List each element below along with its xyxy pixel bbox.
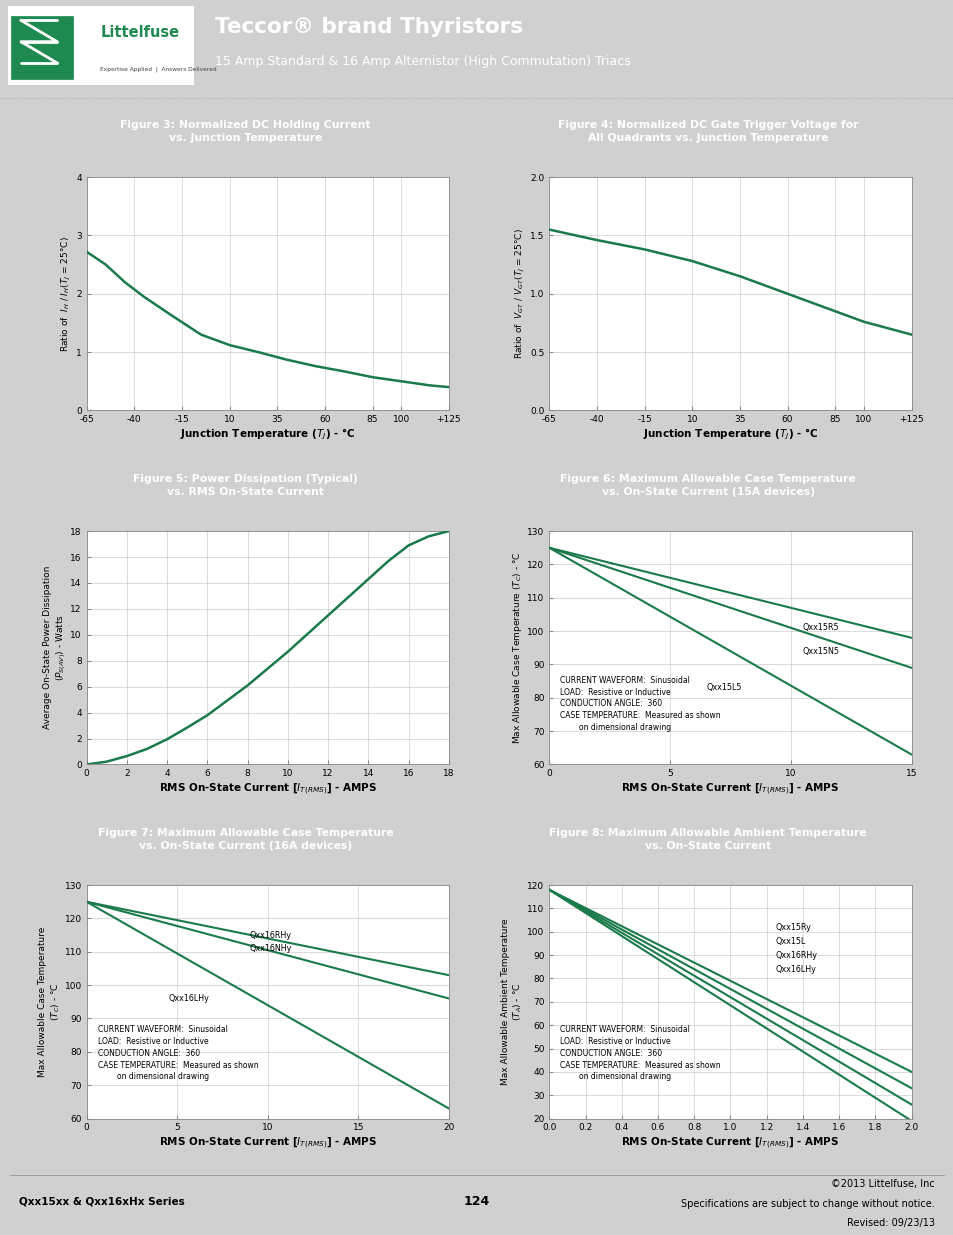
Text: Qxx15L: Qxx15L xyxy=(775,936,805,946)
Text: Qxx15N5: Qxx15N5 xyxy=(802,647,839,656)
Text: Figure 3: Normalized DC Holding Current
vs. Junction Temperature: Figure 3: Normalized DC Holding Current … xyxy=(120,120,371,143)
Text: ©2013 Littelfuse, Inc: ©2013 Littelfuse, Inc xyxy=(830,1179,934,1189)
Text: Figure 4: Normalized DC Gate Trigger Voltage for
All Quadrants vs. Junction Temp: Figure 4: Normalized DC Gate Trigger Vol… xyxy=(558,120,858,143)
Text: Figure 6: Maximum Allowable Case Temperature
vs. On-State Current (15A devices): Figure 6: Maximum Allowable Case Tempera… xyxy=(559,474,856,496)
Text: CURRENT WAVEFORM:  Sinusoidal
LOAD:  Resistive or Inductive
CONDUCTION ANGLE:  3: CURRENT WAVEFORM: Sinusoidal LOAD: Resis… xyxy=(97,1025,258,1082)
Y-axis label: Ratio of  $I_H$ / $I_H$($T_J$ = 25°C): Ratio of $I_H$ / $I_H$($T_J$ = 25°C) xyxy=(60,236,73,352)
Text: Teccor® brand Thyristors: Teccor® brand Thyristors xyxy=(214,16,522,37)
Text: 124: 124 xyxy=(463,1194,490,1208)
Y-axis label: Max Allowable Case Temperature
($T_C$) - °C: Max Allowable Case Temperature ($T_C$) -… xyxy=(38,926,62,1077)
Text: Figure 5: Power Dissipation (Typical)
vs. RMS On-State Current: Figure 5: Power Dissipation (Typical) vs… xyxy=(133,474,357,496)
Text: Littelfuse: Littelfuse xyxy=(100,25,179,40)
X-axis label: RMS On-State Current [$I_{T(RMS)}$] - AMPS: RMS On-State Current [$I_{T(RMS)}$] - AM… xyxy=(158,1135,376,1151)
X-axis label: RMS On-State Current [$I_{T(RMS)}$] - AMPS: RMS On-State Current [$I_{T(RMS)}$] - AM… xyxy=(620,781,839,797)
Text: Qxx15xx & Qxx16xHx Series: Qxx15xx & Qxx16xHx Series xyxy=(19,1195,185,1207)
Text: Qxx15Ry: Qxx15Ry xyxy=(775,923,811,931)
Text: Qxx16RHy: Qxx16RHy xyxy=(775,951,817,960)
Text: Qxx16NHy: Qxx16NHy xyxy=(250,944,292,953)
Text: 15 Amp Standard & 16 Amp Alternistor (High Commutation) Triacs: 15 Amp Standard & 16 Amp Alternistor (Hi… xyxy=(214,54,630,68)
Text: Revised: 09/23/13: Revised: 09/23/13 xyxy=(846,1218,934,1228)
Y-axis label: Max Allowable Case Temperature ($T_C$) - °C: Max Allowable Case Temperature ($T_C$) -… xyxy=(511,552,524,743)
Text: CURRENT WAVEFORM:  Sinusoidal
LOAD:  Resistive or Inductive
CONDUCTION ANGLE:  3: CURRENT WAVEFORM: Sinusoidal LOAD: Resis… xyxy=(559,1025,720,1082)
X-axis label: Junction Temperature ($T_J$) - °C: Junction Temperature ($T_J$) - °C xyxy=(180,427,355,442)
FancyBboxPatch shape xyxy=(11,16,73,79)
X-axis label: RMS On-State Current [$I_{T(RMS)}$] - AMPS: RMS On-State Current [$I_{T(RMS)}$] - AM… xyxy=(158,781,376,797)
X-axis label: Junction Temperature ($T_J$) - °C: Junction Temperature ($T_J$) - °C xyxy=(642,427,818,442)
Text: Qxx16LHy: Qxx16LHy xyxy=(775,965,816,973)
Y-axis label: Max Allowable Ambient Temperature
($T_A$) - °C: Max Allowable Ambient Temperature ($T_A$… xyxy=(500,919,524,1086)
Text: Qxx15L5: Qxx15L5 xyxy=(705,683,741,693)
Text: Figure 8: Maximum Allowable Ambient Temperature
vs. On-State Current: Figure 8: Maximum Allowable Ambient Temp… xyxy=(549,829,866,851)
X-axis label: RMS On-State Current [$I_{T(RMS)}$] - AMPS: RMS On-State Current [$I_{T(RMS)}$] - AM… xyxy=(620,1135,839,1151)
Text: Qxx16RHy: Qxx16RHy xyxy=(250,931,292,940)
Y-axis label: Ratio of  $V_{GT}$ / $V_{GT}$($T_J$ = 25°C): Ratio of $V_{GT}$ / $V_{GT}$($T_J$ = 25°… xyxy=(514,228,527,359)
Text: Expertise Applied  |  Answers Delivered: Expertise Applied | Answers Delivered xyxy=(100,67,216,72)
Text: CURRENT WAVEFORM:  Sinusoidal
LOAD:  Resistive or Inductive
CONDUCTION ANGLE:  3: CURRENT WAVEFORM: Sinusoidal LOAD: Resis… xyxy=(559,676,720,732)
Text: Qxx15R5: Qxx15R5 xyxy=(802,624,839,632)
Text: Qxx16LHy: Qxx16LHy xyxy=(168,994,209,1003)
Text: Specifications are subject to change without notice.: Specifications are subject to change wit… xyxy=(680,1199,934,1209)
FancyBboxPatch shape xyxy=(8,5,193,85)
Y-axis label: Average On-State Power Dissipation
($P_{S(AV)}$) - Watts: Average On-State Power Dissipation ($P_{… xyxy=(43,566,68,730)
Text: Figure 7: Maximum Allowable Case Temperature
vs. On-State Current (16A devices): Figure 7: Maximum Allowable Case Tempera… xyxy=(97,829,394,851)
